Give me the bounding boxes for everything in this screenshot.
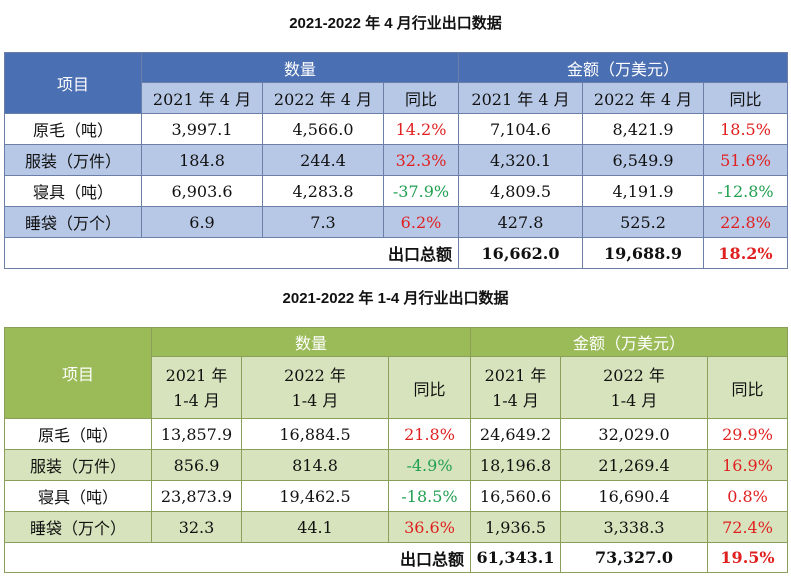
row-item: 原毛（吨） <box>4 113 142 145</box>
table-row: 服装（万件） 184.8 244.4 32.3% 4,320.1 6,549.9… <box>4 144 789 176</box>
row-item: 原毛（吨） <box>4 418 152 450</box>
qty-2022: 7.3 <box>262 206 384 238</box>
amount-2022: 4,191.9 <box>582 175 705 207</box>
row-item: 服装（万件） <box>4 449 152 481</box>
table2: 项目 数量 金额（万美元） 2021 年 1-4 月 2022 年 1-4 月 同比… <box>3 327 789 573</box>
sub-header: 同比 <box>387 356 472 419</box>
total-label: 出口总额 <box>3 542 472 573</box>
amount-2022: 21,269.4 <box>560 449 709 481</box>
amount-2021: 427.8 <box>458 206 584 238</box>
sub-header: 2021 年 4 月 <box>458 82 584 114</box>
sub-header: 2021 年 1-4 月 <box>470 356 562 419</box>
sub-header: 2021 年 4 月 <box>141 82 263 114</box>
table-row: 原毛（吨） 13,857.9 16,884.5 21.8% 24,649.2 3… <box>4 418 789 450</box>
table-row: 寝具（吨） 23,873.9 19,462.5 -18.5% 16,560.6 … <box>4 480 789 512</box>
amount-yoy: 22.8% <box>703 206 789 238</box>
qty-2021: 3,997.1 <box>141 113 263 145</box>
qty-2022: 244.4 <box>262 144 384 176</box>
qty-2022: 19,462.5 <box>241 480 389 512</box>
amount-2021: 4,809.5 <box>458 175 584 207</box>
total-2021: 61,343.1 <box>470 542 562 573</box>
sub-header: 2022 年 4 月 <box>262 82 384 114</box>
amount-2021: 7,104.6 <box>458 113 584 145</box>
qty-yoy: 21.8% <box>387 418 472 450</box>
qty-2022: 814.8 <box>241 449 389 481</box>
sub-header: 同比 <box>703 82 789 114</box>
table2-title: 2021-2022 年 1-4 月行业出口数据 <box>282 290 509 307</box>
amount-yoy: -12.8% <box>703 175 789 207</box>
amount-2021: 1,936.5 <box>470 511 562 543</box>
sub-header: 同比 <box>382 82 460 114</box>
table-row: 寝具（吨） 6,903.6 4,283.8 -37.9% 4,809.5 4,1… <box>4 175 789 207</box>
amount-yoy: 51.6% <box>703 144 789 176</box>
table1: 项目 数量 金额（万美元） 2021 年 4 月 2022 年 4 月 同比 2… <box>3 52 789 269</box>
amount-2022: 32,029.0 <box>560 418 709 450</box>
sub-header: 同比 <box>707 356 789 419</box>
amount-2021: 4,320.1 <box>458 144 584 176</box>
amount-2022: 3,338.3 <box>560 511 709 543</box>
qty-2021: 32.3 <box>151 511 242 543</box>
qty-2022: 4,283.8 <box>262 175 384 207</box>
qty-yoy: 6.2% <box>382 206 460 238</box>
amount-2022: 16,690.4 <box>560 480 709 512</box>
qty-2021: 6,903.6 <box>141 175 263 207</box>
qty-2021: 6.9 <box>141 206 263 238</box>
qty-yoy: 14.2% <box>382 113 460 145</box>
total-row: 出口总额 61,343.1 73,327.0 19.5% <box>3 542 789 573</box>
total-2022: 73,327.0 <box>560 542 709 573</box>
qty-header: 数量 <box>140 52 460 83</box>
qty-2022: 44.1 <box>241 511 389 543</box>
row-item: 服装（万件） <box>4 144 142 176</box>
item-header: 项目 <box>4 52 142 114</box>
table1-title: 2021-2022 年 4 月行业出口数据 <box>289 15 502 32</box>
qty-2021: 856.9 <box>151 449 242 481</box>
table-row: 原毛（吨） 3,997.1 4,566.0 14.2% 7,104.6 8,42… <box>4 113 789 145</box>
sub-header: 2022 年 1-4 月 <box>560 356 709 419</box>
qty-yoy: -4.9% <box>387 449 472 481</box>
qty-2021: 184.8 <box>141 144 263 176</box>
qty-yoy: 32.3% <box>382 144 460 176</box>
row-item: 睡袋（万个） <box>4 206 142 238</box>
qty-yoy: -37.9% <box>382 175 460 207</box>
table-row: 睡袋（万个） 6.9 7.3 6.2% 427.8 525.2 22.8% <box>4 206 789 238</box>
table-row: 睡袋（万个） 32.3 44.1 36.6% 1,936.5 3,338.3 7… <box>4 511 789 543</box>
qty-2022: 16,884.5 <box>241 418 389 450</box>
amount-yoy: 29.9% <box>707 418 789 450</box>
sub-header: 2022 年 4 月 <box>582 82 705 114</box>
amount-2021: 24,649.2 <box>470 418 562 450</box>
row-item: 寝具（吨） <box>4 480 152 512</box>
total-2021: 16,662.0 <box>458 237 584 269</box>
table-row: 服装（万件） 856.9 814.8 -4.9% 18,196.8 21,269… <box>4 449 789 481</box>
total-yoy: 19.5% <box>707 542 789 573</box>
qty-header: 数量 <box>150 327 472 357</box>
total-2022: 19,688.9 <box>582 237 705 269</box>
row-item: 寝具（吨） <box>4 175 142 207</box>
total-row: 出口总额 16,662.0 19,688.9 18.2% <box>3 237 789 269</box>
amount-2021: 16,560.6 <box>470 480 562 512</box>
amount-yoy: 16.9% <box>707 449 789 481</box>
row-item: 睡袋（万个） <box>4 511 152 543</box>
sub-header: 2022 年 1-4 月 <box>241 356 389 419</box>
qty-2022: 4,566.0 <box>262 113 384 145</box>
amount-2022: 6,549.9 <box>582 144 705 176</box>
qty-yoy: 36.6% <box>387 511 472 543</box>
amount-2022: 525.2 <box>582 206 705 238</box>
item-header: 项目 <box>4 327 152 419</box>
amount-header: 金额（万美元） <box>470 327 789 357</box>
amount-yoy: 18.5% <box>703 113 789 145</box>
total-yoy: 18.2% <box>703 237 789 269</box>
amount-2022: 8,421.9 <box>582 113 705 145</box>
sub-header: 2021 年 1-4 月 <box>151 356 242 419</box>
amount-header: 金额（万美元） <box>458 52 789 83</box>
amount-2021: 18,196.8 <box>470 449 562 481</box>
amount-yoy: 0.8% <box>707 480 789 512</box>
qty-2021: 13,857.9 <box>151 418 242 450</box>
total-label: 出口总额 <box>3 237 460 269</box>
qty-yoy: -18.5% <box>387 480 472 512</box>
qty-2021: 23,873.9 <box>151 480 242 512</box>
amount-yoy: 72.4% <box>707 511 789 543</box>
